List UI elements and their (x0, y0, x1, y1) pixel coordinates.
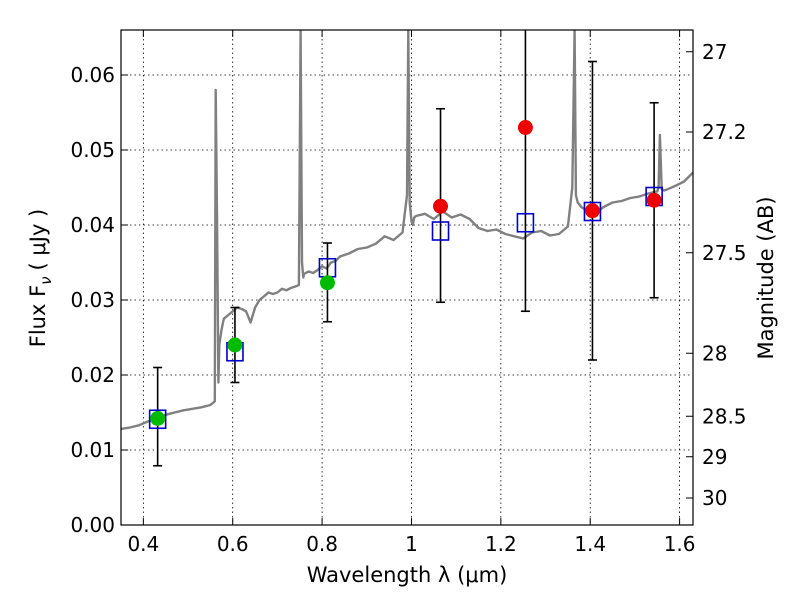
y2-tick-label: 29 (702, 445, 727, 469)
y2-axis-label: Magnitude (AB) (754, 196, 778, 359)
synthetic-photometry-point (516, 212, 535, 233)
x-axis-label: Wavelength λ (μm) (307, 563, 508, 587)
x-tick-label: 1 (405, 532, 418, 556)
y-tick-label: 0.04 (70, 213, 115, 237)
x-tick-label: 1.2 (485, 532, 517, 556)
x-tick-label: 1.4 (574, 532, 606, 556)
y-tick-label: 0.00 (70, 513, 115, 537)
x-tick-label: 0.8 (306, 532, 338, 556)
y2-tick-label: 27.2 (702, 120, 747, 144)
y2-tick-label: 27 (702, 40, 727, 64)
plot-frame (120, 29, 694, 526)
x-tick-label: 0.4 (127, 532, 159, 556)
red-data-point (433, 198, 449, 214)
y-tick-label: 0.03 (70, 288, 115, 312)
y2-tick-label: 27.5 (702, 241, 747, 265)
tick-layer: 0.4 0.6 0.8 1 1.2 1.4 1.6 0.00 0.01 0.02 0.03 0.04 0… (70, 30, 747, 556)
red-data-point (646, 192, 662, 208)
y-tick-label: 0.02 (70, 363, 115, 387)
y-axis-label: Flux Fν( μJy ) (26, 209, 55, 348)
x-tick-label: 1.6 (664, 532, 696, 556)
y-tick-label: 0.06 (70, 63, 115, 87)
y-tick-label: 0.05 (70, 138, 115, 162)
green-data-point (227, 337, 243, 353)
errorbar-layer (148, 30, 663, 467)
red-data-point (584, 203, 600, 219)
red-data-point (517, 120, 533, 135)
synthetic-photometry-point (148, 409, 167, 430)
y-tick-label: 0.01 (70, 438, 115, 462)
y2-tick-label: 28 (702, 341, 727, 365)
green-data-point (150, 411, 166, 426)
y2-tick-label: 30 (702, 486, 727, 510)
synthetic-photometry-point (583, 201, 602, 222)
synthetic-photometry-point (431, 221, 450, 241)
green-data-point (319, 275, 335, 291)
y2-tick-label: 28.5 (702, 404, 747, 428)
x-tick-label: 0.6 (217, 532, 249, 556)
